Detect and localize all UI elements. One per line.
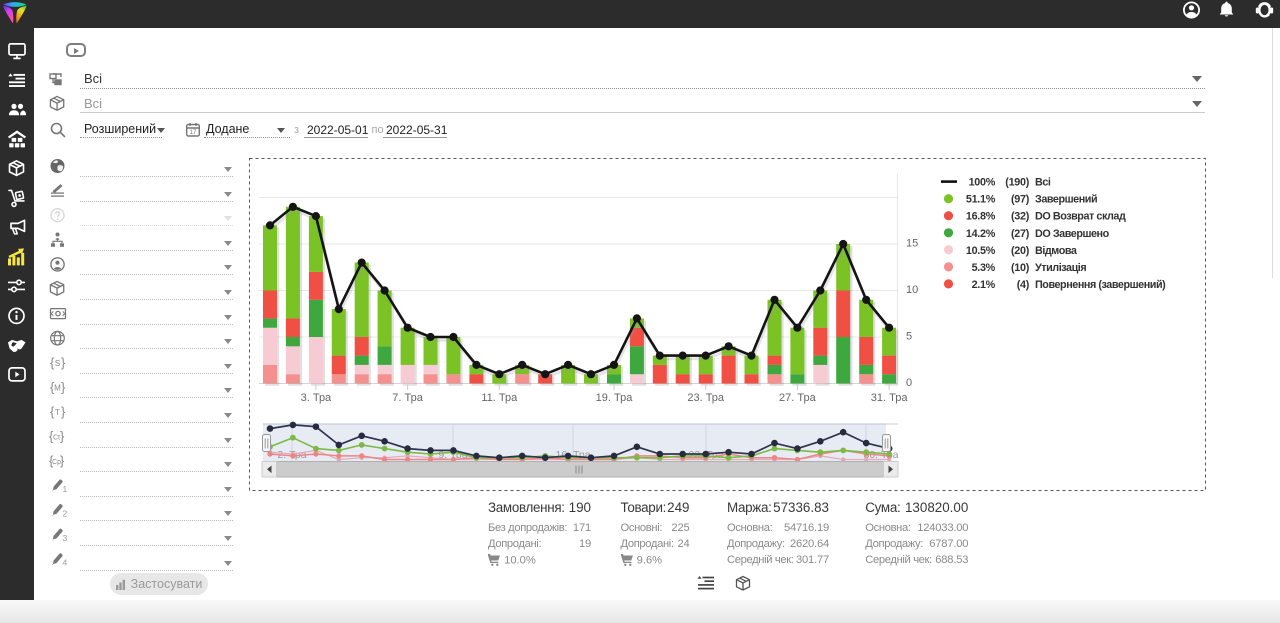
svg-text:DO Завершено: DO Завершено [1035,228,1110,240]
svg-text:}: } [61,404,66,419]
svg-text:Всі: Всі [1035,177,1051,189]
svg-text:{: { [50,379,55,394]
svg-text:(190): (190) [1005,177,1029,189]
svg-text:3. Тра: 3. Тра [301,392,332,404]
svg-text:14.2%: 14.2% [966,228,996,240]
svg-text:(27): (27) [1011,228,1030,240]
svg-text:{: { [49,429,54,444]
svg-text:(32): (32) [1011,211,1030,223]
svg-text:}: } [61,355,66,370]
svg-text:5.3%: 5.3% [972,262,996,274]
svg-text:23. Тра: 23. Тра [687,392,725,404]
svg-text:2: 2 [63,508,68,518]
svg-text:19. Тра: 19. Тра [596,392,634,404]
svg-text:Утилізація: Утилізація [1035,262,1086,274]
svg-text:5: 5 [906,331,912,343]
svg-text:T: T [55,408,60,417]
svg-text:DO Возврат склад: DO Возврат склад [1035,211,1126,223]
svg-text:3: 3 [63,533,68,543]
svg-text:M: M [54,383,61,392]
svg-text:(97): (97) [1011,194,1030,206]
svg-text:2.1%: 2.1% [972,279,996,291]
svg-text:0: 0 [906,377,912,389]
svg-text:27. Тра: 27. Тра [779,392,817,404]
svg-text:}: } [61,379,66,394]
svg-text:16.8%: 16.8% [966,211,996,223]
svg-text:{: { [50,404,55,419]
svg-text:7. Тра: 7. Тра [392,392,423,404]
svg-text:15: 15 [906,238,918,250]
svg-text:}: } [60,429,65,444]
svg-text:(10): (10) [1011,262,1030,274]
svg-text:100%: 100% [969,177,996,189]
svg-text:4: 4 [63,558,68,568]
svg-text:Відмова: Відмова [1035,245,1078,257]
svg-text:Cp: Cp [52,459,61,466]
svg-text:(4): (4) [1017,279,1030,291]
svg-text:1: 1 [63,484,68,494]
svg-text:17: 17 [190,130,197,136]
svg-text:}: } [60,453,65,468]
svg-text:Повернення (завершений): Повернення (завершений) [1035,279,1166,291]
svg-text:31. Тра: 31. Тра [871,392,909,404]
svg-text:10: 10 [906,284,918,296]
svg-text:{: { [49,453,54,468]
svg-text:(20): (20) [1011,245,1030,257]
svg-text:11. Тра: 11. Тра [481,392,518,404]
svg-text:S: S [55,359,60,368]
svg-text:Ct: Ct [53,435,60,442]
svg-text:10.5%: 10.5% [966,245,996,257]
svg-text:51.1%: 51.1% [966,194,996,206]
svg-text:Завершений: Завершений [1035,194,1097,206]
svg-text:{: { [50,355,55,370]
